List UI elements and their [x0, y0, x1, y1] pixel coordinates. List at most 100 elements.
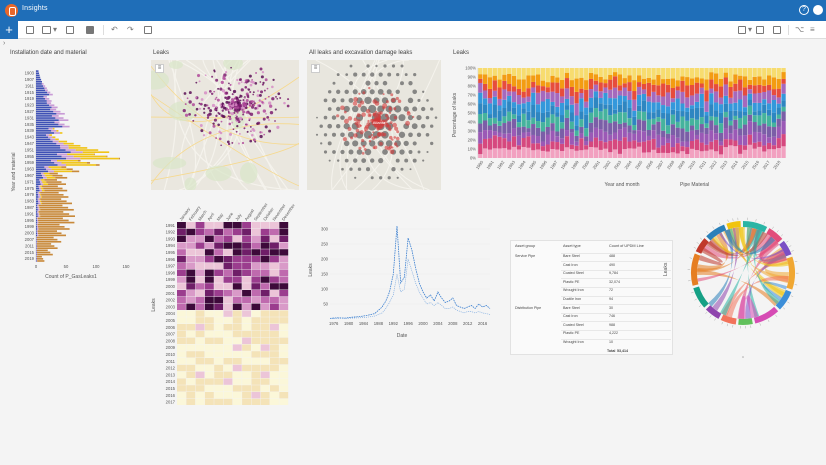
- pct-bar-segment: [680, 80, 685, 92]
- chord-tick: [794, 261, 798, 263]
- table-header-count[interactable]: Count of UPDM Line: [609, 244, 644, 248]
- table-cell-count[interactable]: 72: [609, 288, 613, 293]
- table-cell-asset-type[interactable]: Cast Iron: [563, 314, 578, 319]
- installation-bar-chart[interactable]: Year and material Count of P_GasLeaks1 1…: [8, 62, 138, 284]
- pct-bar-segment: [718, 123, 724, 133]
- chart-dropdown-icon[interactable]: ▾: [53, 25, 58, 34]
- user-avatar-icon[interactable]: [813, 5, 823, 15]
- leak-point: [213, 69, 216, 72]
- heatmap-cell: [260, 344, 270, 351]
- installation-bar-segment: [49, 93, 53, 96]
- heatmap-cell: [223, 398, 233, 405]
- damage-map[interactable]: Atlanta ≡: [307, 60, 441, 190]
- table-cell-count[interactable]: 988: [609, 322, 615, 327]
- pct-bar-segment: [617, 112, 623, 124]
- copy-icon[interactable]: [86, 26, 94, 34]
- table-icon[interactable]: [66, 26, 74, 34]
- calendar-icon[interactable]: [756, 26, 764, 34]
- leak-point: [211, 75, 214, 78]
- settings-icon[interactable]: ≡: [810, 25, 815, 34]
- table-cell-asset-type[interactable]: Plastic PE: [563, 331, 580, 336]
- pct-bar-segment: [564, 117, 570, 131]
- table-cell-count[interactable]: 746: [609, 314, 615, 319]
- installation-bar-segment: [36, 200, 39, 203]
- help-icon[interactable]: ?: [799, 5, 809, 15]
- share-icon[interactable]: ⌥: [795, 25, 805, 34]
- pct-bar-segment: [728, 120, 733, 126]
- table-cell-count[interactable]: 32,074: [609, 279, 620, 284]
- excavation-damage-point: [375, 116, 378, 119]
- leak-point: [239, 99, 242, 102]
- excavation-damage-point: [392, 122, 397, 128]
- table-cell-asset-group[interactable]: Service Pipe: [515, 254, 536, 258]
- pct-bar-segment: [617, 90, 623, 96]
- table-cell-count[interactable]: 9,784: [609, 271, 618, 276]
- undo-icon[interactable]: ↶: [111, 25, 118, 34]
- heatmap-cell: [186, 290, 196, 297]
- table-cell-asset-type[interactable]: Bare Steel: [563, 254, 580, 258]
- table-cell-count[interactable]: 10: [609, 340, 613, 344]
- chord-diagram[interactable]: [680, 205, 810, 360]
- leak-point: [245, 80, 248, 84]
- table-cell-asset-type[interactable]: Cast Iron: [563, 262, 578, 267]
- heatmap-x-tick-label: March: [197, 209, 208, 222]
- map-legend-icon[interactable]: ≡: [155, 64, 164, 73]
- pct-bar-segment: [608, 74, 613, 80]
- table-cell-asset-type[interactable]: Wrought Iron: [563, 340, 584, 344]
- table-cell-count[interactable]: 490: [609, 262, 615, 267]
- grid-layout-icon[interactable]: [773, 26, 781, 34]
- leak-density-bin: [417, 150, 421, 154]
- table-cell-asset-type[interactable]: Wrought Iron: [563, 288, 584, 293]
- table-cell-count[interactable]: 94: [609, 297, 613, 301]
- leaks-map-canvas[interactable]: [151, 60, 299, 190]
- leak-density-bin: [400, 167, 404, 171]
- pct-bar-segment: [564, 130, 570, 137]
- asset-summary-table[interactable]: Asset group Asset type Count of UPDM Lin…: [510, 240, 673, 355]
- panel-expand-chevron-icon[interactable]: ›: [3, 40, 6, 47]
- table-cell-asset-type[interactable]: Ductile Iron: [563, 297, 582, 301]
- percentage-stacked-bar-chart[interactable]: Percentage of leaks Year and month Pipe …: [450, 60, 790, 190]
- table-cell-asset-type[interactable]: Coated Steel: [563, 322, 584, 327]
- leak-point: [218, 137, 222, 141]
- table-cell-count[interactable]: 488: [609, 254, 615, 258]
- heatmap-cell: [279, 344, 289, 351]
- app-logo-icon[interactable]: [5, 4, 18, 17]
- map-legend-icon[interactable]: ≡: [311, 64, 320, 73]
- installation-bar-segment: [36, 202, 39, 205]
- heatmap-cell: [223, 358, 233, 365]
- leak-density-bin: [340, 115, 345, 120]
- save-icon[interactable]: [144, 26, 152, 34]
- table-cell-count[interactable]: 30: [609, 305, 613, 310]
- leak-density-bin: [323, 98, 328, 103]
- heatmap-cell: [214, 371, 224, 378]
- table-cell-asset-type[interactable]: Plastic PE: [563, 279, 580, 284]
- table-cell-asset-type[interactable]: Bare Steel: [563, 305, 580, 310]
- edit-icon[interactable]: [26, 26, 34, 34]
- basemap-icon[interactable]: [738, 26, 746, 34]
- pct-bar-segment: [709, 68, 714, 73]
- excavation-damage-point: [396, 145, 399, 148]
- add-button[interactable]: +: [0, 21, 18, 39]
- installation-bar-segment: [36, 217, 38, 220]
- redo-icon[interactable]: ↷: [127, 25, 134, 34]
- table-cell-count[interactable]: 4,222: [609, 331, 618, 336]
- leaks-map[interactable]: ≡: [151, 60, 299, 190]
- table-header-asset-group[interactable]: Asset group: [515, 244, 536, 248]
- table-cell-asset-group[interactable]: Distribution Pipe: [515, 305, 542, 310]
- chord-tick: [775, 314, 778, 317]
- table-header-asset-type[interactable]: Asset type: [563, 244, 581, 248]
- heatmap-cell: [279, 337, 289, 344]
- pct-bar-segment: [622, 112, 627, 123]
- pct-bar-segment: [487, 125, 493, 131]
- basemap-dropdown-icon[interactable]: ▾: [748, 25, 753, 34]
- damage-map-canvas[interactable]: Atlanta: [307, 60, 441, 190]
- heatmap-cell: [251, 262, 261, 270]
- table-cell-asset-type[interactable]: Coated Steel: [563, 271, 584, 276]
- pct-bar-segment: [742, 149, 748, 158]
- heatmap-y-tick-label: 2011: [166, 359, 176, 364]
- chart-type-icon[interactable]: [42, 26, 51, 34]
- pct-x-tick-label: 1990: [475, 159, 485, 170]
- chord-arc: [738, 318, 753, 325]
